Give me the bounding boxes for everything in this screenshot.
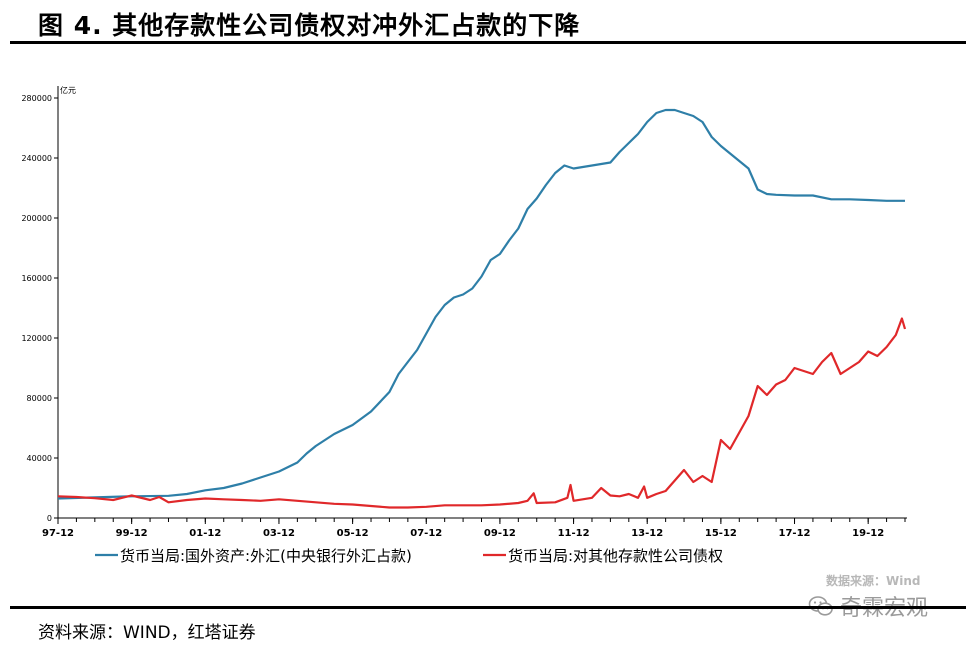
series-line-2	[57, 317, 907, 509]
y-tick-label: 0	[47, 514, 52, 523]
y-tick-label: 80000	[27, 394, 52, 403]
x-tick-label: 99-12	[116, 528, 148, 539]
x-tick-label: 05-12	[337, 528, 369, 539]
x-tick-label: 03-12	[263, 528, 295, 539]
legend-label-1: 货币当局:国外资产:外汇(中央银行外汇占款)	[120, 547, 412, 565]
x-tick-label: 07-12	[410, 528, 442, 539]
series-line-1	[57, 108, 905, 500]
legend-label-2: 货币当局:对其他存款性公司债权	[508, 547, 723, 565]
legend: 货币当局:国外资产:外汇(中央银行外汇占款) 货币当局:对其他存款性公司债权	[95, 547, 723, 565]
bottom-rule	[10, 606, 966, 609]
y-tick-label: 40000	[27, 454, 52, 463]
y-tick-label: 160000	[21, 274, 52, 283]
x-tick-label: 15-12	[705, 528, 737, 539]
x-tick-label: 17-12	[779, 528, 811, 539]
top-rule	[10, 41, 966, 44]
x-tick-label: 09-12	[484, 528, 516, 539]
y-axis-label: 亿元	[60, 85, 76, 95]
data-source-watermark: 数据来源：Wind	[826, 574, 921, 588]
line-chart: 亿元 0 40000 80000 120000 160000 200000 240000 280…	[21, 85, 907, 565]
x-tick-label: 13-12	[631, 528, 663, 539]
x-tick-label: 19-12	[852, 528, 884, 539]
axes-group: 亿元 0 40000 80000 120000 160000 200000 240000 280…	[21, 85, 907, 539]
x-tick-label: 01-12	[189, 528, 221, 539]
y-tick-label: 240000	[21, 154, 52, 163]
y-tick-label: 280000	[21, 94, 52, 103]
x-tick-label: 11-12	[558, 528, 590, 539]
source-note: 资料来源：WIND，红塔证券	[38, 623, 256, 643]
y-tick-label: 200000	[21, 214, 52, 223]
y-tick-label: 120000	[21, 334, 52, 343]
chart-title: 图 4. 其他存款性公司债权对冲外汇占款的下降	[38, 11, 581, 40]
x-tick-label: 97-12	[42, 528, 74, 539]
series-layer	[57, 108, 907, 509]
